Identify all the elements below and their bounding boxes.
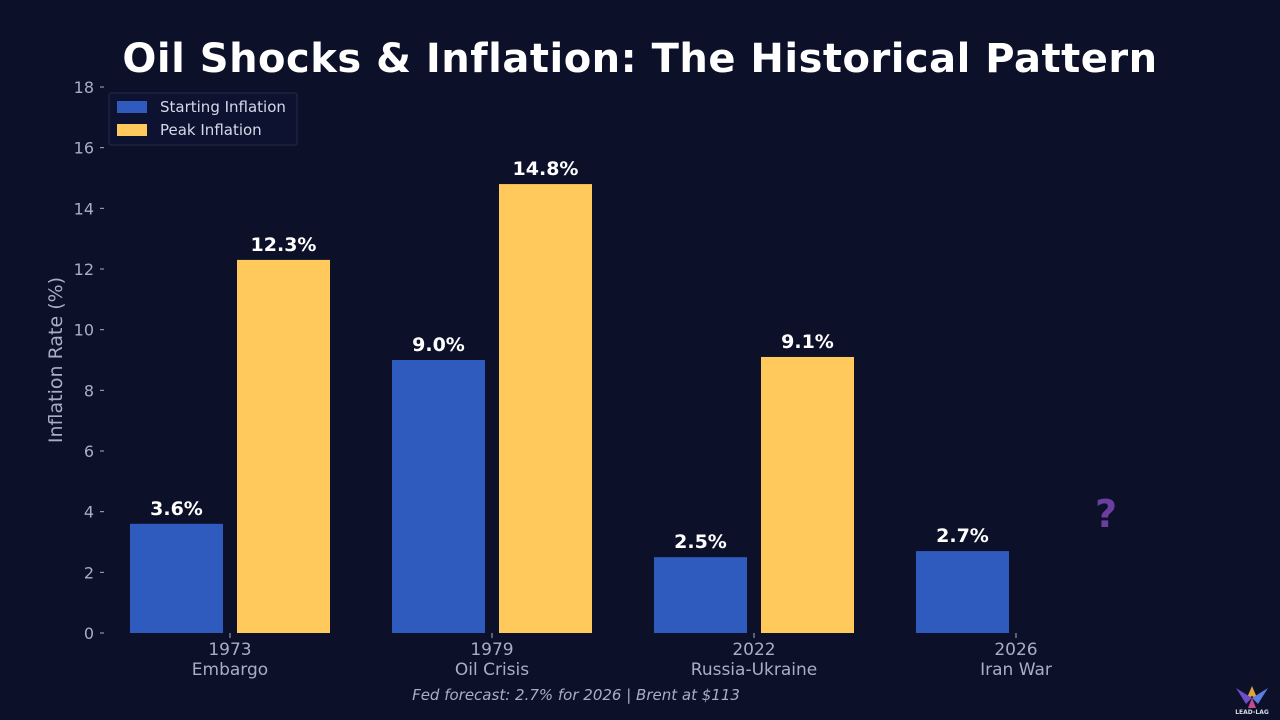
y-tick-label: 10 <box>74 321 94 340</box>
y-tick-label: 0 <box>84 624 94 643</box>
bar-peak <box>761 356 854 633</box>
data-label-starting: 9.0% <box>412 334 465 356</box>
y-axis: 0 2 4 6 8 10 12 14 16 18 <box>74 78 104 643</box>
x-tick-year: 1973 <box>208 640 251 660</box>
footnote: Fed forecast: 2.7% for 2026 | Brent at $… <box>412 686 740 704</box>
legend-label-peak: Peak Inflation <box>160 121 262 139</box>
y-tick-label: 14 <box>74 199 94 218</box>
x-tick-year: 2026 <box>994 640 1037 660</box>
y-tick-label: 16 <box>74 139 94 158</box>
y-tick-label: 12 <box>74 260 94 279</box>
bar-starting <box>654 557 747 633</box>
question-mark-annotation: ? <box>1095 492 1117 536</box>
data-label-starting: 3.6% <box>150 498 203 520</box>
data-label-starting: 2.7% <box>936 525 989 547</box>
data-label-peak: 14.8% <box>513 158 579 180</box>
bar-peak <box>499 184 592 634</box>
x-tick-year: 2022 <box>732 640 775 660</box>
chart-title: Oil Shocks & Inflation: The Historical P… <box>122 36 1158 82</box>
bar-peak <box>237 259 330 633</box>
x-tick-year: 1979 <box>470 640 513 660</box>
x-tick-name: Iran War <box>980 660 1052 680</box>
data-labels: 3.6% 12.3% 9.0% 14.8% 2.5% 9.1% 2.7% <box>150 158 989 553</box>
bar-starting <box>916 551 1009 633</box>
data-label-starting: 2.5% <box>674 531 727 553</box>
y-axis-label: Inflation Rate (%) <box>45 277 67 443</box>
legend-swatch-peak <box>117 124 147 136</box>
bar-starting <box>130 523 223 633</box>
legend: Starting Inflation Peak Inflation <box>108 92 298 146</box>
x-tick-name: Embargo <box>192 660 268 680</box>
lead-lag-logo <box>1236 686 1268 708</box>
logo-text: LEAD-LAG <box>1235 709 1269 716</box>
legend-swatch-starting <box>117 101 147 113</box>
bar-starting <box>392 360 485 633</box>
x-tick-name: Russia-Ukraine <box>691 660 817 680</box>
data-label-peak: 9.1% <box>781 331 834 353</box>
x-tick-name: Oil Crisis <box>455 660 529 680</box>
legend-box <box>108 92 298 146</box>
legend-label-starting: Starting Inflation <box>160 98 286 116</box>
bars <box>130 184 1009 634</box>
y-tick-label: 4 <box>84 503 94 522</box>
y-tick-label: 2 <box>84 563 94 582</box>
y-tick-label: 18 <box>74 78 94 97</box>
y-tick-label: 8 <box>84 381 94 400</box>
y-tick-label: 6 <box>84 442 94 461</box>
data-label-peak: 12.3% <box>251 234 317 256</box>
